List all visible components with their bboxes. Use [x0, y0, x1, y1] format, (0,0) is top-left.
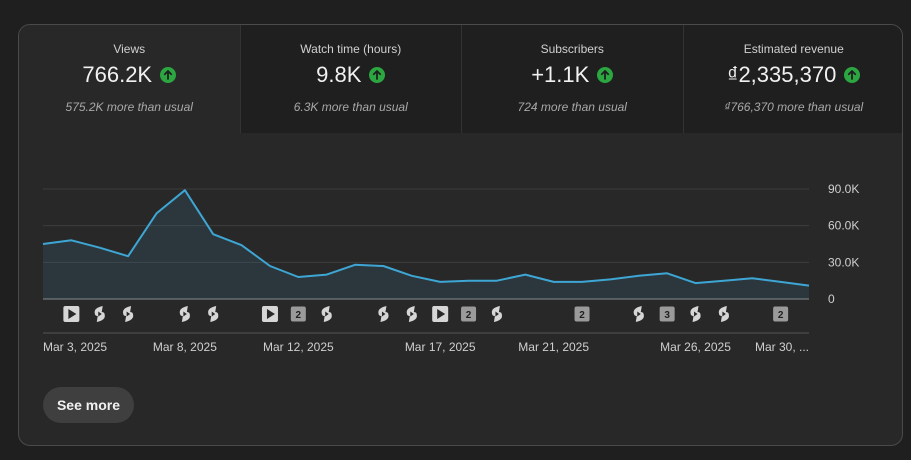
tab-views-value-row: 766.2K: [19, 62, 240, 88]
data-point: [722, 279, 726, 283]
shorts-icon[interactable]: [491, 306, 503, 322]
tab-subscribers[interactable]: Subscribers +1.1K 724 more than usual: [461, 25, 683, 133]
tab-subscribers-comparison: 724 more than usual: [517, 100, 627, 114]
shorts-icon[interactable]: [633, 306, 644, 322]
tab-subscribers-value-row: +1.1K: [462, 62, 683, 88]
tab-revenue-value-row: ₫2,335,370: [684, 62, 903, 88]
y-tick-label: 30.0K: [828, 255, 859, 269]
badge-count-label: 2: [579, 310, 585, 321]
x-tick-label: Mar 12, 2025: [263, 340, 334, 354]
badge-count-label: 2: [296, 310, 302, 321]
data-point: [240, 243, 244, 247]
tab-revenue-value: ₫2,335,370: [727, 62, 837, 87]
tab-watch-time-label: Watch time (hours): [300, 42, 402, 56]
video-play-icon[interactable]: [432, 306, 449, 322]
video-play-icon[interactable]: [261, 306, 278, 322]
data-point: [637, 274, 641, 278]
data-point: [807, 284, 811, 288]
arrow-up-icon: [369, 67, 386, 83]
tab-subscribers-label: Subscribers: [540, 42, 604, 56]
shorts-icon[interactable]: [94, 306, 105, 322]
data-point: [580, 280, 584, 284]
x-tick-label: Mar 30, ...: [755, 340, 809, 354]
data-point: [126, 254, 130, 258]
shorts-icon[interactable]: [179, 306, 190, 322]
shorts-icon[interactable]: [718, 306, 729, 322]
badge-count-label: 2: [466, 310, 472, 321]
tab-watch-time[interactable]: Watch time (hours) 9.8K 6.3K more than u…: [239, 25, 462, 133]
tab-subscribers-value: +1.1K: [531, 62, 590, 87]
y-tick-label: 0: [828, 292, 835, 306]
arrow-up-icon: [844, 67, 861, 83]
data-point: [608, 277, 612, 281]
x-tick-label: Mar 8, 2025: [153, 340, 217, 354]
data-point: [410, 274, 414, 278]
shorts-icon[interactable]: [406, 306, 417, 322]
series-area: [43, 190, 809, 299]
data-point: [665, 271, 669, 275]
data-point: [779, 280, 783, 284]
badge-count-label: 2: [778, 310, 784, 321]
data-point: [750, 276, 754, 280]
views-line-chart: 90.0K 60.0K 30.0K 0 2 2 2 3 2 Mar 3, 2025 Mar 8, 2…: [41, 182, 859, 354]
tab-revenue-comparison: ₫766,370 more than usual: [724, 100, 864, 114]
tab-estimated-revenue[interactable]: Estimated revenue ₫2,335,370 ₫766,370 mo…: [682, 25, 903, 133]
tab-watch-time-value-row: 9.8K: [241, 62, 462, 88]
x-tick-label: Mar 3, 2025: [43, 340, 107, 354]
shorts-icon[interactable]: [208, 306, 219, 322]
tab-views[interactable]: Views 766.2K 575.2K more than usual: [19, 25, 240, 133]
tab-watch-time-value: 9.8K: [316, 62, 362, 87]
data-point: [523, 273, 527, 277]
tab-views-comparison: 575.2K more than usual: [65, 100, 193, 114]
data-point: [41, 242, 45, 246]
tab-watch-time-comparison: 6.3K more than usual: [293, 100, 408, 114]
upload-count-badge[interactable]: 2: [290, 306, 306, 322]
shorts-icon[interactable]: [378, 306, 389, 322]
data-point: [552, 280, 556, 284]
data-point: [381, 264, 385, 268]
data-point: [353, 263, 357, 267]
data-point: [325, 273, 329, 277]
upload-count-badge[interactable]: 3: [659, 306, 675, 322]
data-point: [296, 275, 300, 279]
x-tick-label: Mar 26, 2025: [660, 340, 731, 354]
tab-views-label: Views: [113, 42, 146, 56]
data-point: [98, 246, 102, 250]
shorts-icon[interactable]: [690, 306, 701, 322]
shorts-icon[interactable]: [321, 306, 332, 322]
upload-count-badge[interactable]: 2: [773, 306, 789, 322]
analytics-card: Views 766.2K 575.2K more than usual Watc…: [18, 24, 903, 446]
see-more-button[interactable]: See more: [43, 387, 134, 423]
video-play-icon[interactable]: [63, 306, 80, 322]
arrow-up-icon: [597, 67, 614, 83]
upload-count-badge[interactable]: 2: [461, 306, 477, 322]
data-point: [495, 279, 499, 283]
x-tick-label: Mar 21, 2025: [518, 340, 589, 354]
tab-revenue-label: Estimated revenue: [743, 42, 844, 56]
data-point: [467, 279, 471, 283]
y-tick-label: 90.0K: [828, 182, 859, 196]
data-point: [154, 211, 158, 215]
x-tick-label: Mar 17, 2025: [405, 340, 476, 354]
data-point: [694, 281, 698, 285]
chart-area: 90.0K 60.0K 30.0K 0 2 2 2 3 2 Mar 3, 2025 Mar 8, 2…: [19, 133, 902, 383]
badge-count-label: 3: [664, 310, 670, 321]
series-line-views: [42, 189, 810, 287]
arrow-up-icon: [160, 67, 177, 83]
upload-count-badge[interactable]: 2: [574, 306, 590, 322]
y-tick-label: 60.0K: [828, 219, 859, 233]
data-point: [69, 238, 73, 242]
data-point: [183, 188, 187, 192]
metric-tabs: Views 766.2K 575.2K more than usual Watc…: [19, 25, 903, 133]
data-point: [211, 232, 215, 236]
data-point: [438, 280, 442, 284]
tab-views-value: 766.2K: [82, 62, 153, 87]
data-point: [268, 264, 272, 268]
shorts-icon[interactable]: [123, 306, 134, 322]
